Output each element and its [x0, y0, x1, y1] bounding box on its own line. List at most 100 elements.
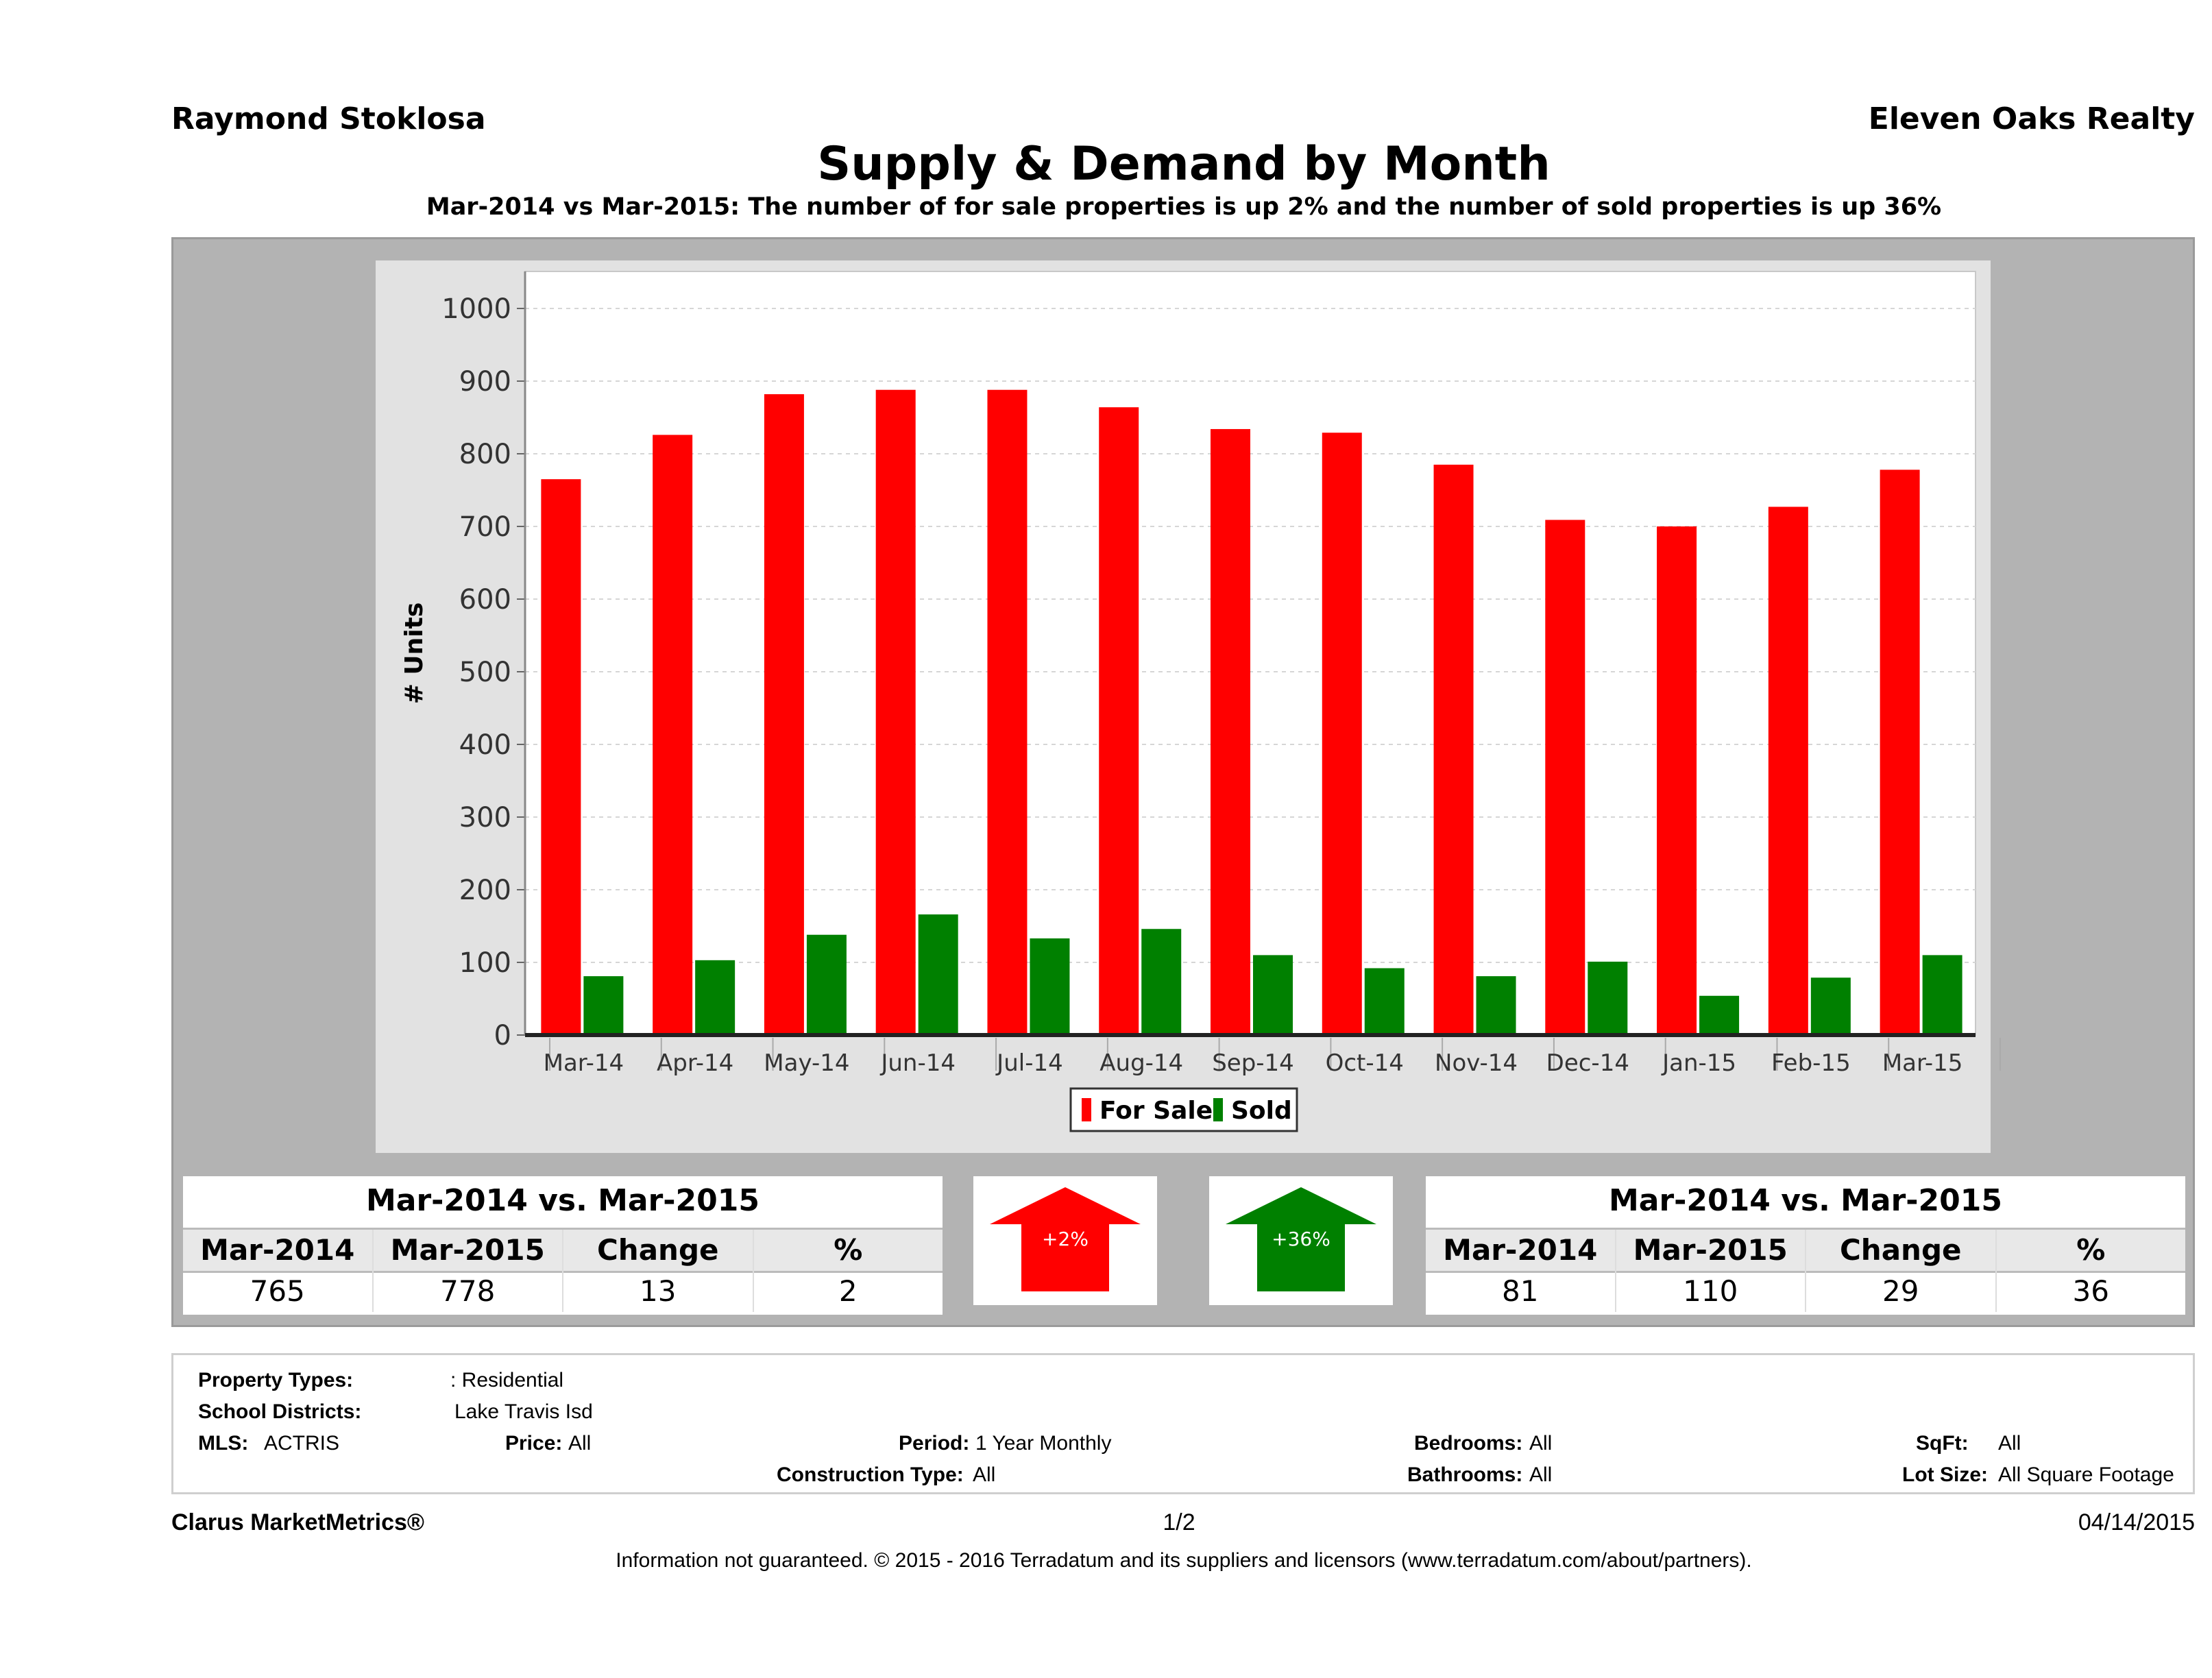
y-axis-title: # Units — [400, 603, 428, 705]
x-tick-label: Apr-14 — [657, 1049, 733, 1077]
x-tick-label: Jun-14 — [879, 1049, 956, 1077]
up-arrow-icon — [990, 1187, 1141, 1291]
value-cell: 765 — [183, 1271, 374, 1312]
sold-bar — [1699, 995, 1740, 1035]
for-sale-bar — [1433, 464, 1474, 1035]
y-tick-label: 500 — [459, 657, 511, 688]
x-tick-label: Feb-15 — [1771, 1049, 1851, 1077]
report-subtitle: Mar-2014 vs Mar-2015: The number of for … — [426, 193, 1942, 221]
price-label: Price: — [505, 1432, 563, 1455]
column-header: Change — [563, 1230, 754, 1271]
x-tick-label: Sep-14 — [1212, 1049, 1294, 1077]
sold-change-indicator: +36% — [1209, 1176, 1393, 1305]
column-header: % — [834, 1233, 863, 1267]
search-criteria: Property Types: : Residential School Dis… — [171, 1353, 2195, 1494]
column-header: Mar-2015 — [374, 1230, 563, 1271]
up-arrow-icon — [1226, 1187, 1376, 1291]
sold-summary: Mar-2014 vs. Mar-2015 Mar-2014 Mar-2015 … — [1426, 1176, 2185, 1315]
x-tick-label: Oct-14 — [1326, 1049, 1404, 1077]
x-tick-label: Dec-14 — [1546, 1049, 1629, 1077]
bathrooms-label: Bathrooms: — [1407, 1463, 1523, 1486]
legend-box — [1069, 1087, 1298, 1132]
sold-change-label: +36% — [1272, 1228, 1330, 1250]
price-value: All — [568, 1432, 592, 1455]
for-sale-summary-heading: Mar-2014 vs. Mar-2015 — [365, 1183, 760, 1218]
page-number: 1/2 — [1163, 1509, 1195, 1535]
y-tick-label: 400 — [459, 729, 511, 761]
disclaimer: Information not guaranteed. © 2015 - 201… — [616, 1549, 1752, 1572]
value-cell: 13 — [563, 1271, 754, 1312]
mls-label: MLS: — [198, 1432, 249, 1455]
for-sale-bar — [653, 435, 693, 1035]
column-header: Mar-2014 — [183, 1230, 374, 1271]
for-sale-bar — [1880, 470, 1920, 1035]
legend-swatch — [1082, 1098, 1091, 1121]
value-cell: 81 — [1426, 1271, 1616, 1312]
construction-type-value: All — [973, 1463, 996, 1486]
x-tick-label: May-14 — [764, 1049, 849, 1077]
bedrooms-value: All — [1529, 1432, 1553, 1455]
for-sale-bar — [1545, 520, 1585, 1035]
y-tick-label: 1000 — [441, 293, 511, 325]
value-cell: 36 — [2072, 1274, 2109, 1308]
legend-swatch — [1213, 1098, 1223, 1121]
for-sale-bar — [1099, 407, 1139, 1035]
x-tick-label: Nov-14 — [1435, 1049, 1518, 1077]
sold-summary-columns: Mar-2014 Mar-2015 Change % — [1426, 1228, 2185, 1273]
sqft-value: All — [1998, 1432, 2021, 1455]
value-cell: 778 — [374, 1271, 563, 1312]
value-cell: 110 — [1616, 1271, 1806, 1312]
for-sale-change-label: +2% — [1042, 1228, 1089, 1250]
column-header: Change — [1806, 1230, 1997, 1271]
mls-value: ACTRIS — [264, 1432, 340, 1455]
sqft-label: SqFt: — [1916, 1432, 1969, 1455]
sold-bar — [1810, 977, 1851, 1035]
lot-size-label: Lot Size: — [1902, 1463, 1988, 1486]
sold-bar — [1922, 955, 1962, 1035]
company-name: Eleven Oaks Realty — [1868, 101, 2195, 136]
x-tick-label: Jan-15 — [1661, 1049, 1736, 1077]
column-header: Mar-2014 — [1426, 1230, 1616, 1271]
report-title: Supply & Demand by Month — [817, 137, 1551, 191]
legend-label: Sold — [1231, 1097, 1292, 1125]
y-tick-label: 0 — [494, 1020, 511, 1051]
sold-bar — [583, 976, 624, 1035]
period-label: Period: — [899, 1432, 970, 1455]
for-sale-bar — [875, 389, 916, 1035]
column-header: Mar-2015 — [1616, 1230, 1806, 1271]
report-date: 04/14/2015 — [2078, 1509, 2195, 1535]
x-tick-label: Mar-14 — [544, 1049, 624, 1077]
y-tick-label: 300 — [459, 802, 511, 834]
y-tick-label: 800 — [459, 439, 511, 470]
sold-bar — [1030, 938, 1070, 1035]
sold-bar — [806, 934, 847, 1035]
for-sale-bar — [1768, 507, 1808, 1035]
y-tick-label: 900 — [459, 366, 511, 398]
product-name: Clarus MarketMetrics® — [171, 1509, 424, 1535]
lot-size-value: All Square Footage — [1998, 1463, 2174, 1486]
sold-bar — [918, 914, 958, 1035]
school-districts-value: Lake Travis Isd — [454, 1400, 593, 1423]
for-sale-bar — [1657, 526, 1697, 1035]
column-header: % — [2076, 1233, 2106, 1267]
value-cell: 29 — [1806, 1271, 1997, 1312]
bedrooms-label: Bedrooms: — [1414, 1432, 1523, 1455]
y-tick-label: 600 — [459, 584, 511, 616]
y-tick-label: 100 — [459, 947, 511, 979]
sold-bar — [1364, 968, 1405, 1035]
property-types-value: : Residential — [450, 1369, 564, 1391]
for-sale-summary: Mar-2014 vs. Mar-2015 Mar-2014 Mar-2015 … — [183, 1176, 943, 1315]
sold-bar — [1476, 976, 1516, 1035]
for-sale-summary-columns: Mar-2014 Mar-2015 Change % — [183, 1228, 943, 1273]
sold-bar — [695, 960, 736, 1035]
x-tick-label: Mar-15 — [1882, 1049, 1963, 1077]
for-sale-bar — [541, 479, 581, 1035]
for-sale-bar — [1211, 428, 1250, 1035]
property-types-label: Property Types: — [198, 1369, 354, 1391]
y-tick-label: 700 — [459, 511, 511, 543]
sold-summary-values: 81 110 29 36 — [1426, 1271, 2185, 1312]
sold-bar — [1141, 929, 1182, 1035]
value-cell: 2 — [838, 1274, 858, 1308]
for-sale-change-indicator: +2% — [973, 1176, 1157, 1305]
